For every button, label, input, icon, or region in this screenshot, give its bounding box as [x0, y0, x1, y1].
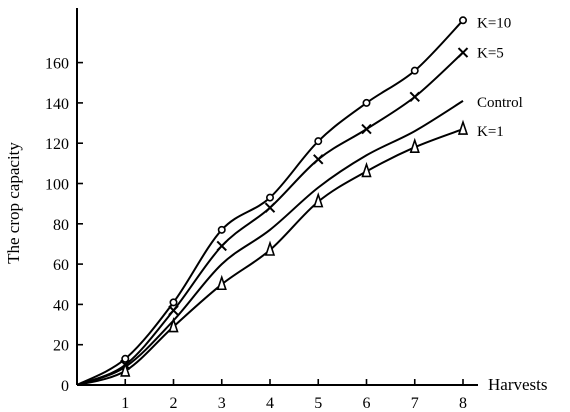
series-k-5: K=5	[76, 46, 504, 386]
series-line-control	[76, 100, 464, 386]
data-point-x	[216, 240, 227, 252]
y-tick-label: 160	[45, 56, 69, 73]
y-tick-label: 120	[45, 136, 69, 153]
y-tick-label: 100	[45, 177, 69, 194]
data-point-x	[168, 305, 179, 316]
x-tick-label: 4	[266, 395, 274, 412]
x-axis-title: Harvests	[488, 375, 547, 394]
data-point-triangle	[216, 274, 227, 291]
series-line-k-5	[76, 51, 464, 386]
series-label-k-1: K=1	[477, 124, 504, 140]
data-point-triangle	[313, 192, 324, 208]
data-point-circle	[169, 298, 178, 307]
x-tick-label: 7	[411, 395, 419, 412]
data-point-circle	[458, 16, 467, 25]
data-point-x	[457, 47, 469, 58]
y-tick-label: 40	[53, 297, 69, 314]
data-point-circle	[362, 98, 371, 107]
data-point-circle	[314, 137, 323, 146]
series-k-10: K=10	[76, 15, 511, 386]
series-line-k-1	[76, 128, 464, 386]
x-tick-label: 6	[363, 395, 371, 412]
data-point-x	[361, 123, 372, 135]
x-ticks: 1 2 3 4 5 6 7 8	[121, 379, 467, 412]
y-tick-label: 60	[53, 257, 69, 274]
axes	[76, 8, 478, 386]
data-point-triangle	[409, 137, 420, 154]
y-ticks: 0 20 40 60 80 100 120 140 160	[45, 56, 83, 395]
series-line-k-10	[76, 19, 464, 386]
data-point-x	[264, 202, 276, 213]
data-point-triangle	[120, 361, 131, 377]
data-point-triangle	[264, 240, 276, 256]
y-axis-title: The crop capacity	[4, 142, 23, 264]
x-tick-label: 1	[121, 395, 129, 412]
series-control: Control	[76, 95, 523, 386]
data-point-triangle	[168, 317, 179, 333]
series-label-control: Control	[477, 95, 523, 111]
data-point-triangle	[457, 119, 469, 135]
data-point-circle	[265, 193, 274, 202]
series-layer: K=10 K=5 Control K=1	[76, 15, 523, 386]
data-point-triangle	[361, 161, 372, 178]
series-k-1: K=1	[76, 119, 504, 386]
x-tick-label: 5	[314, 395, 322, 412]
series-label-k-10: K=10	[477, 15, 511, 31]
data-point-circle	[217, 225, 226, 234]
y-tick-label: 20	[53, 338, 69, 355]
data-point-x	[313, 154, 324, 165]
y-tick-label: 0	[61, 378, 69, 395]
x-tick-label: 2	[170, 395, 178, 412]
data-point-x	[409, 91, 420, 103]
y-tick-label: 80	[53, 217, 69, 234]
data-point-circle	[121, 354, 130, 363]
x-tick-label: 3	[218, 395, 226, 412]
series-label-k-5: K=5	[477, 46, 504, 62]
y-tick-label: 140	[45, 96, 69, 113]
x-tick-label: 8	[459, 395, 467, 412]
data-point-circle	[410, 66, 419, 75]
